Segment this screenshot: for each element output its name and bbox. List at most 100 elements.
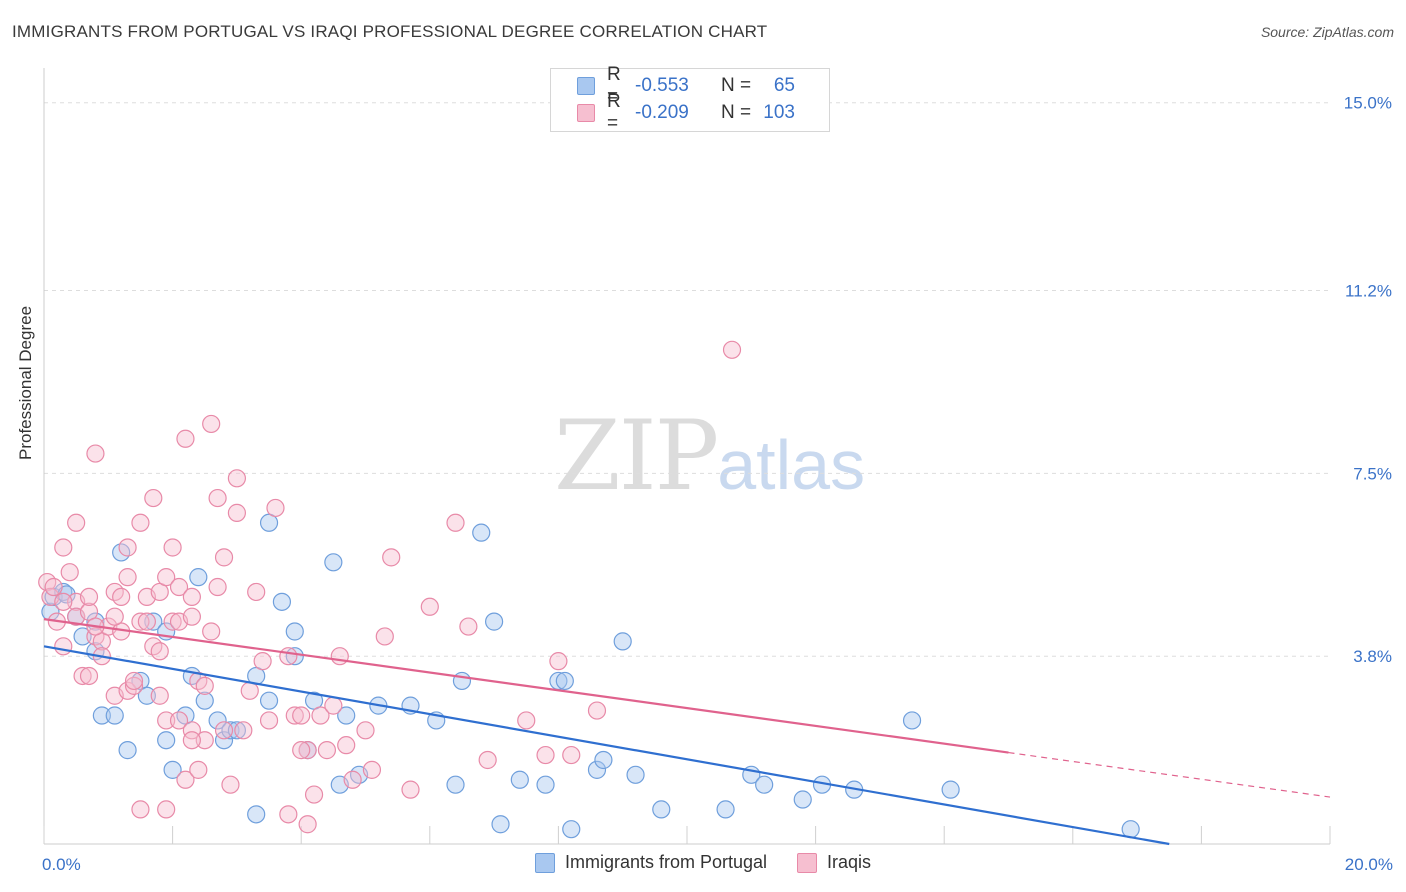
source-credit: Source: ZipAtlas.com — [1260, 24, 1394, 40]
portugal-point — [105, 706, 124, 725]
x-tick-label: 0.0% — [42, 855, 81, 874]
iraqis-point — [285, 706, 304, 725]
series-legend-item-iraqis: Iraqis — [797, 852, 871, 873]
iraqis-point — [549, 652, 568, 671]
iraqis-point — [44, 577, 63, 597]
iraqis-point — [253, 652, 272, 671]
iraqis-point — [176, 770, 195, 789]
legend-r-label: R = — [607, 64, 621, 107]
iraqis-point — [144, 488, 163, 508]
iraqis-point — [150, 686, 169, 705]
legend-n-label: N = — [721, 102, 752, 123]
iraqis-point — [343, 770, 362, 789]
portugal-point — [485, 612, 504, 631]
iraqis-point — [362, 760, 382, 779]
iraqis-point — [562, 745, 581, 765]
portugal-point — [221, 721, 240, 740]
iraqis-point — [169, 711, 189, 730]
portugal-point — [452, 671, 472, 691]
portugal-point — [285, 622, 304, 641]
portugal-point — [157, 731, 176, 750]
portugal-point — [536, 775, 555, 794]
iraqis-point — [105, 607, 124, 626]
iraqis-point — [266, 498, 285, 518]
iraqis-point — [124, 671, 144, 691]
iraqis-point — [157, 568, 176, 587]
iraqis-point — [382, 548, 401, 567]
legend-row-iraqis: R = -0.209 N = 103 — [577, 91, 795, 134]
iraqis-point — [195, 676, 214, 695]
portugal-point — [555, 671, 574, 691]
portugal-point — [73, 627, 92, 646]
iraqis-point — [118, 538, 137, 557]
iraqis-point — [150, 642, 169, 661]
iraqis-point — [292, 706, 311, 725]
iraqis-point — [375, 627, 394, 646]
portugal-point — [613, 632, 632, 651]
iraqis-point — [227, 469, 246, 488]
y-axis-label: Professional Degree — [16, 305, 35, 460]
series-swatch-portugal — [534, 852, 555, 873]
portugal-point — [594, 750, 613, 770]
iraqis-point — [356, 721, 375, 740]
iraqis-point — [317, 741, 337, 760]
iraqis-point — [79, 587, 99, 607]
iraqis-point — [298, 815, 317, 834]
iraqis-point — [446, 513, 465, 532]
portugal-point — [208, 711, 227, 730]
portugal-point — [446, 775, 465, 794]
iraqis-point — [86, 444, 105, 463]
iraqis-point — [202, 622, 221, 641]
portugal-point — [272, 592, 292, 611]
iraqis-point — [131, 800, 150, 819]
chart-title: IMMIGRANTS FROM PORTUGAL VS IRAQI PROFES… — [12, 22, 768, 41]
watermark-zip: ZIP — [554, 400, 719, 512]
portugal-point — [510, 770, 529, 789]
iraqis-point — [182, 731, 201, 750]
iraqis-point — [60, 563, 79, 582]
iraqis-point — [478, 750, 497, 770]
iraqis-point — [459, 617, 478, 636]
iraqis-point — [214, 548, 234, 567]
iraqis-point — [54, 637, 73, 656]
iraqis-point — [202, 414, 221, 434]
iraqis-point — [157, 711, 176, 730]
portugal-point — [285, 647, 304, 666]
iraqis-point — [54, 538, 73, 557]
iraqis-point — [324, 696, 343, 715]
portugal-point — [118, 741, 137, 760]
portugal-point — [259, 691, 279, 710]
portugal-point — [472, 523, 491, 542]
legend-n-value: 65 — [773, 75, 795, 96]
legend-n-label: N = — [721, 75, 752, 96]
iraqis-point — [279, 805, 298, 824]
iraqis-point — [163, 612, 182, 631]
iraqis-point — [536, 745, 555, 765]
portugal-point — [227, 721, 246, 740]
iraqis-trend-line-extension — [1008, 751, 1331, 798]
iraqis-point — [182, 607, 201, 626]
iraqis-point — [73, 666, 92, 686]
legend-row-portugal: R = -0.553 N = 65 — [577, 64, 795, 107]
iraqis-point — [124, 676, 144, 695]
series-swatch-iraqis — [797, 852, 818, 873]
y-tick-label: 3.8% — [1353, 647, 1392, 666]
iraqis-point — [247, 582, 266, 602]
iraqis-point — [587, 701, 607, 720]
portugal-trend-line — [43, 645, 1170, 846]
portugal-point — [137, 686, 156, 705]
series-legend-label: Iraqis — [827, 852, 872, 872]
iraqis-point — [337, 736, 356, 755]
y-tick-label: 7.5% — [1353, 464, 1392, 483]
portugal-point — [189, 568, 208, 587]
iraqis-trend-line — [43, 618, 1009, 754]
y-tick-label: 15.0% — [1344, 94, 1392, 113]
legend-swatch-iraqis — [577, 104, 595, 122]
portugal-point — [324, 553, 343, 572]
portugal-point — [716, 800, 735, 819]
iraqis-point — [118, 568, 137, 587]
portugal-point — [793, 790, 812, 809]
iraqis-point — [420, 597, 439, 616]
iraqis-point — [292, 741, 311, 760]
